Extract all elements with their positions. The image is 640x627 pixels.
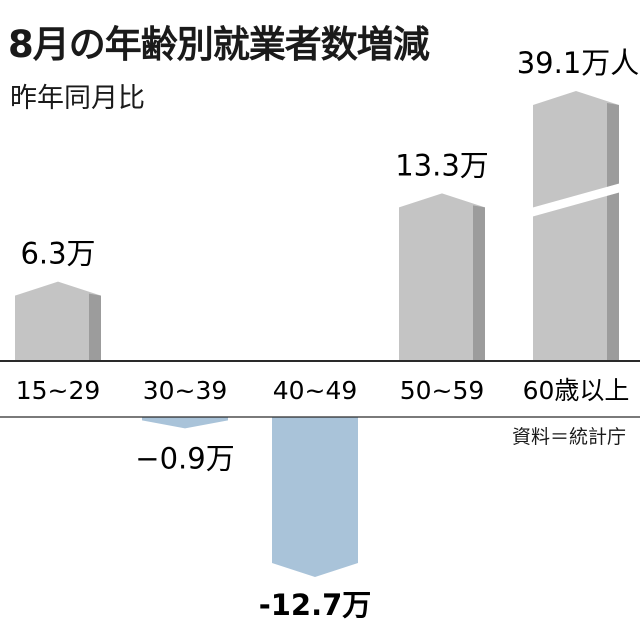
value-label: 6.3万 (20, 237, 95, 271)
bar-50~59 (399, 193, 485, 361)
source-note: 資料＝統計庁 (511, 426, 626, 448)
value-label: −0.9万 (135, 441, 234, 475)
category-labels-group: 15~29 30~39 40~49 50~59 60歳以上 (16, 376, 630, 405)
value-labels-group: 6.3万 −0.9万 -12.7万 13.3万 39.1万人 (20, 46, 639, 622)
value-label: -12.7万 (259, 588, 372, 622)
bar-40~49 (272, 417, 358, 578)
category-label: 40~49 (273, 376, 358, 405)
axis-break-mark (531, 183, 621, 217)
bar-shade-50~59 (473, 205, 485, 361)
bar-60歳以上 (533, 91, 619, 361)
bar-30~39 (142, 417, 228, 429)
chart-title: 8月の年齢別就業者数増減 (8, 23, 430, 66)
category-label: 30~39 (143, 376, 228, 405)
category-label: 50~59 (400, 376, 485, 405)
bar-shade-15~29 (89, 293, 101, 361)
bar-15~29 (15, 281, 101, 361)
bars-group (15, 91, 621, 578)
chart-subtitle: 昨年同月比 (10, 83, 145, 114)
category-label: 15~29 (16, 376, 101, 405)
value-label: 13.3万 (395, 148, 489, 182)
value-label: 39.1万人 (517, 46, 640, 80)
bar-shade-60歳以上 (607, 103, 619, 361)
category-label: 60歳以上 (523, 376, 630, 405)
